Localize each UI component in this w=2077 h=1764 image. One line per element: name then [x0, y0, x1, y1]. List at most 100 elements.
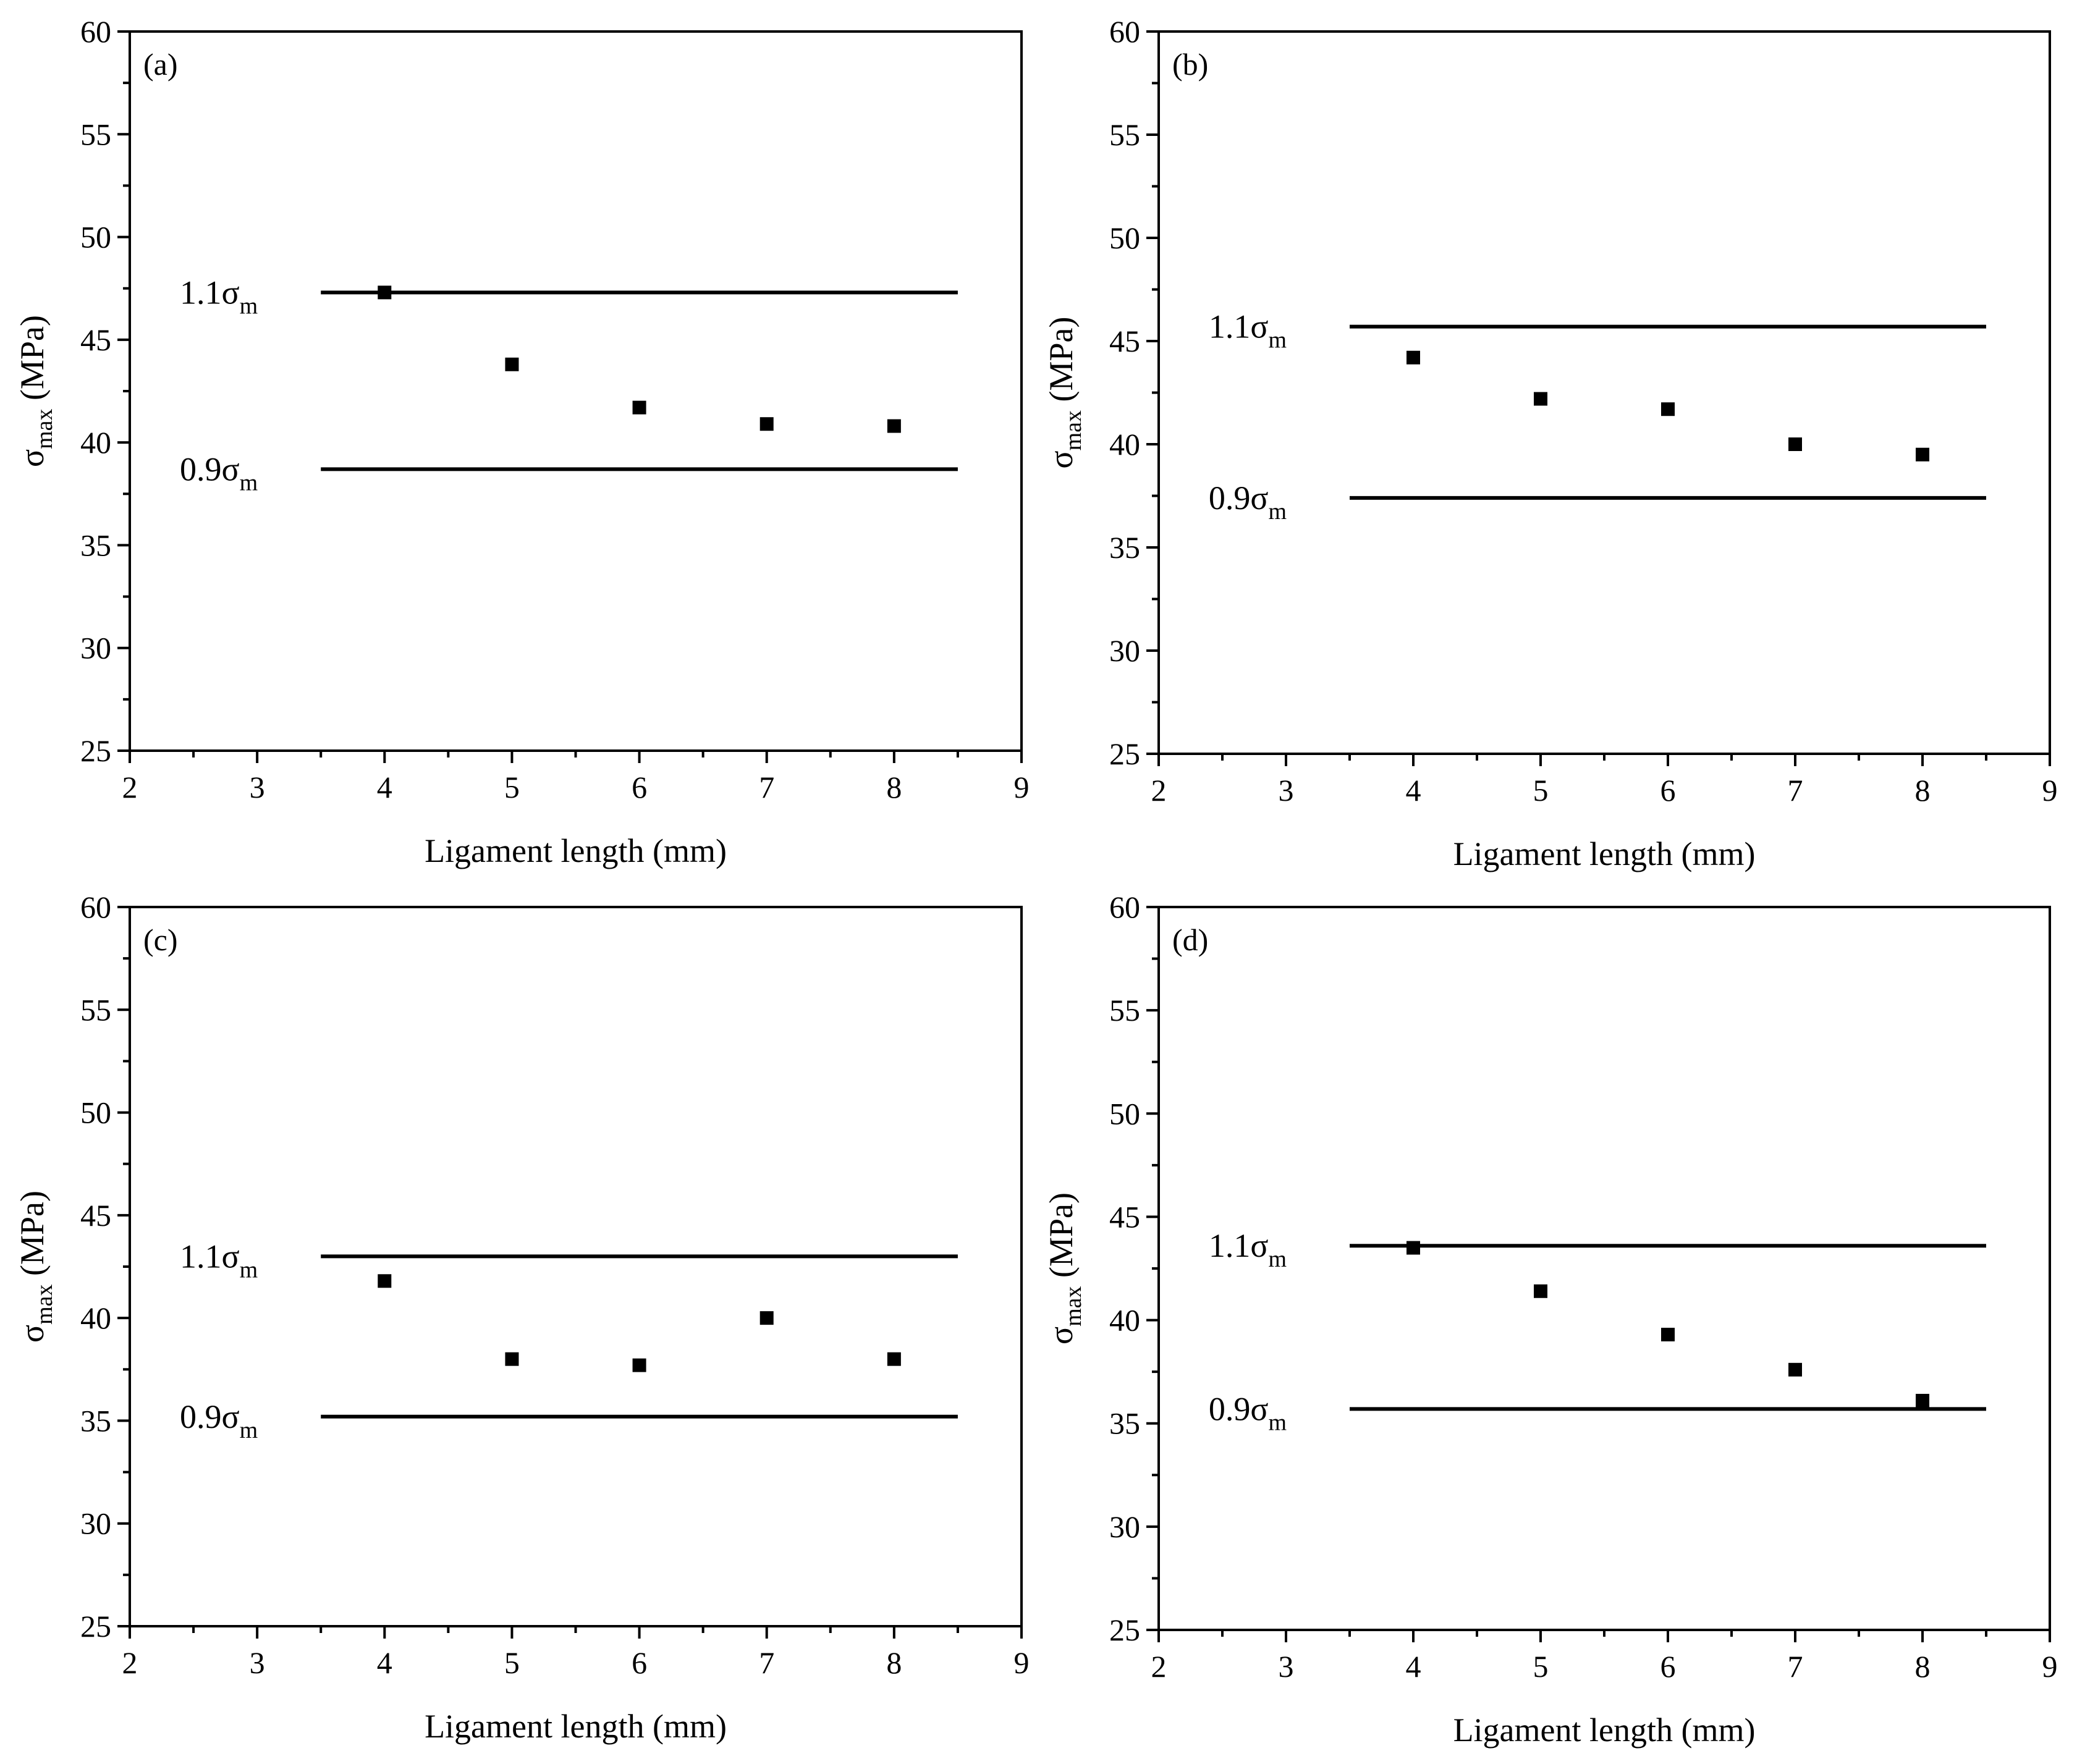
x-tick-label: 6: [632, 1645, 647, 1680]
y-axis-unit: (MPa): [1043, 1192, 1080, 1286]
panel-label: (d): [1172, 922, 1208, 957]
x-tick-label: 7: [1788, 1649, 1803, 1684]
y-tick-label: 25: [1109, 1613, 1140, 1647]
data-point: [1407, 1241, 1420, 1255]
data-point: [1916, 447, 1929, 462]
x-axis-title: Ligament length (mm): [1453, 1711, 1756, 1749]
reference-line-label: 1.1σm: [1209, 1227, 1287, 1272]
x-tick-label: 7: [759, 770, 774, 804]
x-tick-label: 4: [377, 770, 392, 804]
y-tick-label: 35: [80, 528, 111, 562]
x-tick-label: 5: [1533, 773, 1549, 808]
reference-line-label: 0.9σm: [1209, 1390, 1287, 1435]
reference-label-prefix: 0.9σ: [180, 450, 240, 487]
y-tick-label: 40: [80, 425, 111, 460]
y-tick-label: 25: [1109, 736, 1140, 771]
reference-label-subscript: m: [240, 470, 258, 496]
reference-label-prefix: 1.1σ: [1209, 308, 1269, 345]
y-tick-label: 55: [1109, 993, 1140, 1028]
data-point: [378, 285, 392, 300]
x-tick-label: 3: [250, 1645, 265, 1680]
reference-label-subscript: m: [1268, 499, 1287, 525]
y-axis-title: σmax (MPa): [14, 315, 57, 467]
x-tick-label: 5: [504, 770, 520, 804]
y-tick-label: 45: [80, 323, 111, 357]
x-tick-label: 5: [504, 1645, 520, 1680]
reference-label-subscript: m: [1268, 1409, 1287, 1435]
data-point: [887, 419, 901, 433]
y-tick-label: 30: [1109, 1509, 1140, 1544]
x-tick-label: 7: [759, 1645, 774, 1680]
x-axis-title: Ligament length (mm): [425, 1708, 727, 1745]
x-tick-label: 2: [122, 770, 138, 804]
plot-frame: [1157, 30, 2051, 755]
x-tick-label: 9: [1014, 770, 1030, 804]
data-point: [1407, 350, 1420, 365]
y-tick-label: 45: [80, 1198, 111, 1233]
y-tick-label: 55: [80, 992, 111, 1027]
x-tick-label: 2: [122, 1645, 138, 1680]
data-point: [1788, 1362, 1802, 1377]
y-tick-label: 55: [80, 117, 111, 151]
y-tick-label: 25: [80, 1609, 111, 1644]
reference-label-prefix: 0.9σ: [1209, 1390, 1269, 1427]
data-point: [505, 357, 519, 371]
y-axis-unit: (MPa): [14, 1191, 51, 1284]
reference-line-label: 0.9σm: [180, 1398, 258, 1443]
y-tick-label: 60: [80, 890, 111, 924]
y-tick-label: 50: [80, 1095, 111, 1130]
data-point: [759, 417, 774, 431]
x-tick-label: 2: [1151, 773, 1167, 808]
y-tick-label: 60: [1109, 890, 1140, 924]
data-point: [1661, 1327, 1675, 1341]
data-point: [632, 1358, 646, 1372]
x-tick-label: 3: [250, 770, 265, 804]
x-tick-label: 4: [1406, 1649, 1421, 1684]
y-tick-label: 50: [1109, 1096, 1140, 1131]
reference-label-subscript: m: [240, 293, 258, 319]
y-axis-symbol: σ: [14, 1325, 51, 1343]
data-point: [1788, 437, 1802, 451]
y-tick-label: 55: [1109, 117, 1140, 152]
data-point: [378, 1274, 392, 1288]
reference-line-label: 0.9σm: [180, 450, 258, 496]
reference-line-label: 1.1σm: [1209, 308, 1287, 353]
x-tick-label: 6: [1660, 773, 1676, 808]
reference-label-prefix: 1.1σ: [180, 274, 240, 311]
y-axis-unit: (MPa): [1043, 316, 1080, 410]
data-point: [1534, 392, 1547, 406]
y-tick-label: 35: [80, 1403, 111, 1438]
panel-label: (c): [143, 922, 178, 957]
y-tick-label: 35: [1109, 530, 1140, 565]
y-tick-label: 50: [80, 220, 111, 255]
x-axis-title: Ligament length (mm): [425, 832, 727, 869]
data-point: [1661, 402, 1675, 416]
y-tick-label: 25: [80, 733, 111, 768]
x-tick-label: 9: [2042, 773, 2058, 808]
reference-label-prefix: 0.9σ: [180, 1398, 240, 1435]
y-tick-label: 30: [80, 631, 111, 665]
reference-label-subscript: m: [240, 1257, 258, 1283]
y-tick-label: 40: [1109, 427, 1140, 462]
reference-label-prefix: 0.9σ: [1209, 479, 1269, 517]
y-tick-label: 50: [1109, 221, 1140, 255]
y-axis-title: σmax (MPa): [1043, 1192, 1086, 1344]
y-axis-symbol: σ: [14, 449, 51, 467]
x-tick-label: 8: [1915, 773, 1931, 808]
y-tick-label: 60: [80, 14, 111, 49]
data-point: [1534, 1284, 1547, 1298]
x-tick-label: 4: [377, 1645, 392, 1680]
x-tick-label: 3: [1279, 1649, 1294, 1684]
y-axis-subscript: max: [32, 1284, 57, 1324]
y-axis-title: σmax (MPa): [14, 1191, 57, 1343]
plot-frame: [1157, 906, 2051, 1631]
reference-line-label: 0.9σm: [1209, 479, 1287, 525]
x-tick-label: 2: [1151, 1649, 1167, 1684]
x-axis-title: Ligament length (mm): [1453, 835, 1756, 872]
y-axis-symbol: σ: [1043, 1327, 1080, 1344]
